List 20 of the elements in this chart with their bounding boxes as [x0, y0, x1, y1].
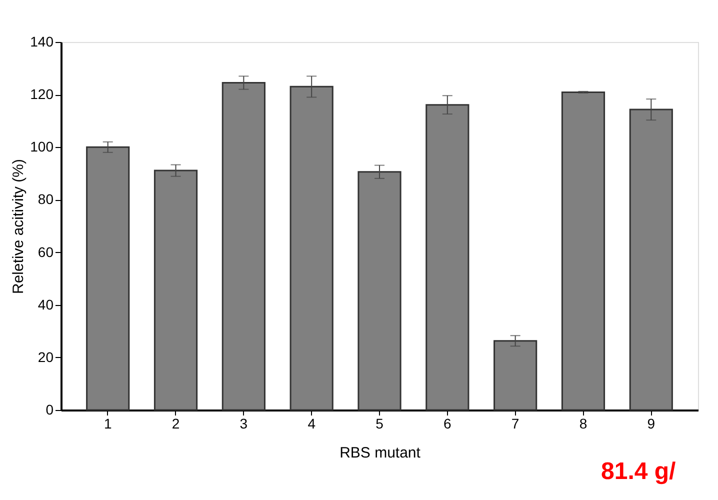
- x-tick-label: 3: [240, 416, 248, 432]
- x-tick-label: 6: [444, 416, 452, 432]
- y-axis-title: Reletive acitivity (%): [10, 158, 28, 294]
- x-tick-label: 4: [308, 416, 316, 432]
- x-tick-label: 7: [511, 416, 520, 432]
- y-tick-label: 40: [38, 296, 54, 312]
- y-tick-label: 20: [38, 348, 54, 365]
- y-tick-label: 0: [46, 402, 54, 418]
- x-axis-title: RBS mutant: [340, 444, 422, 462]
- y-tick-label: 140: [30, 34, 54, 50]
- y-tick-label: 120: [30, 86, 54, 102]
- x-tick-label: 5: [376, 416, 384, 432]
- x-tick-label: 9: [647, 416, 656, 432]
- y-tick-label: 60: [38, 244, 54, 260]
- x-tick-label: 8: [579, 416, 588, 432]
- x-tick-label: 1: [104, 416, 112, 432]
- y-tick-label: 80: [38, 191, 54, 208]
- y-tick-label: 100: [30, 138, 54, 155]
- x-tick-label: 2: [172, 416, 180, 432]
- text: 81.4 g/: [601, 458, 676, 485]
